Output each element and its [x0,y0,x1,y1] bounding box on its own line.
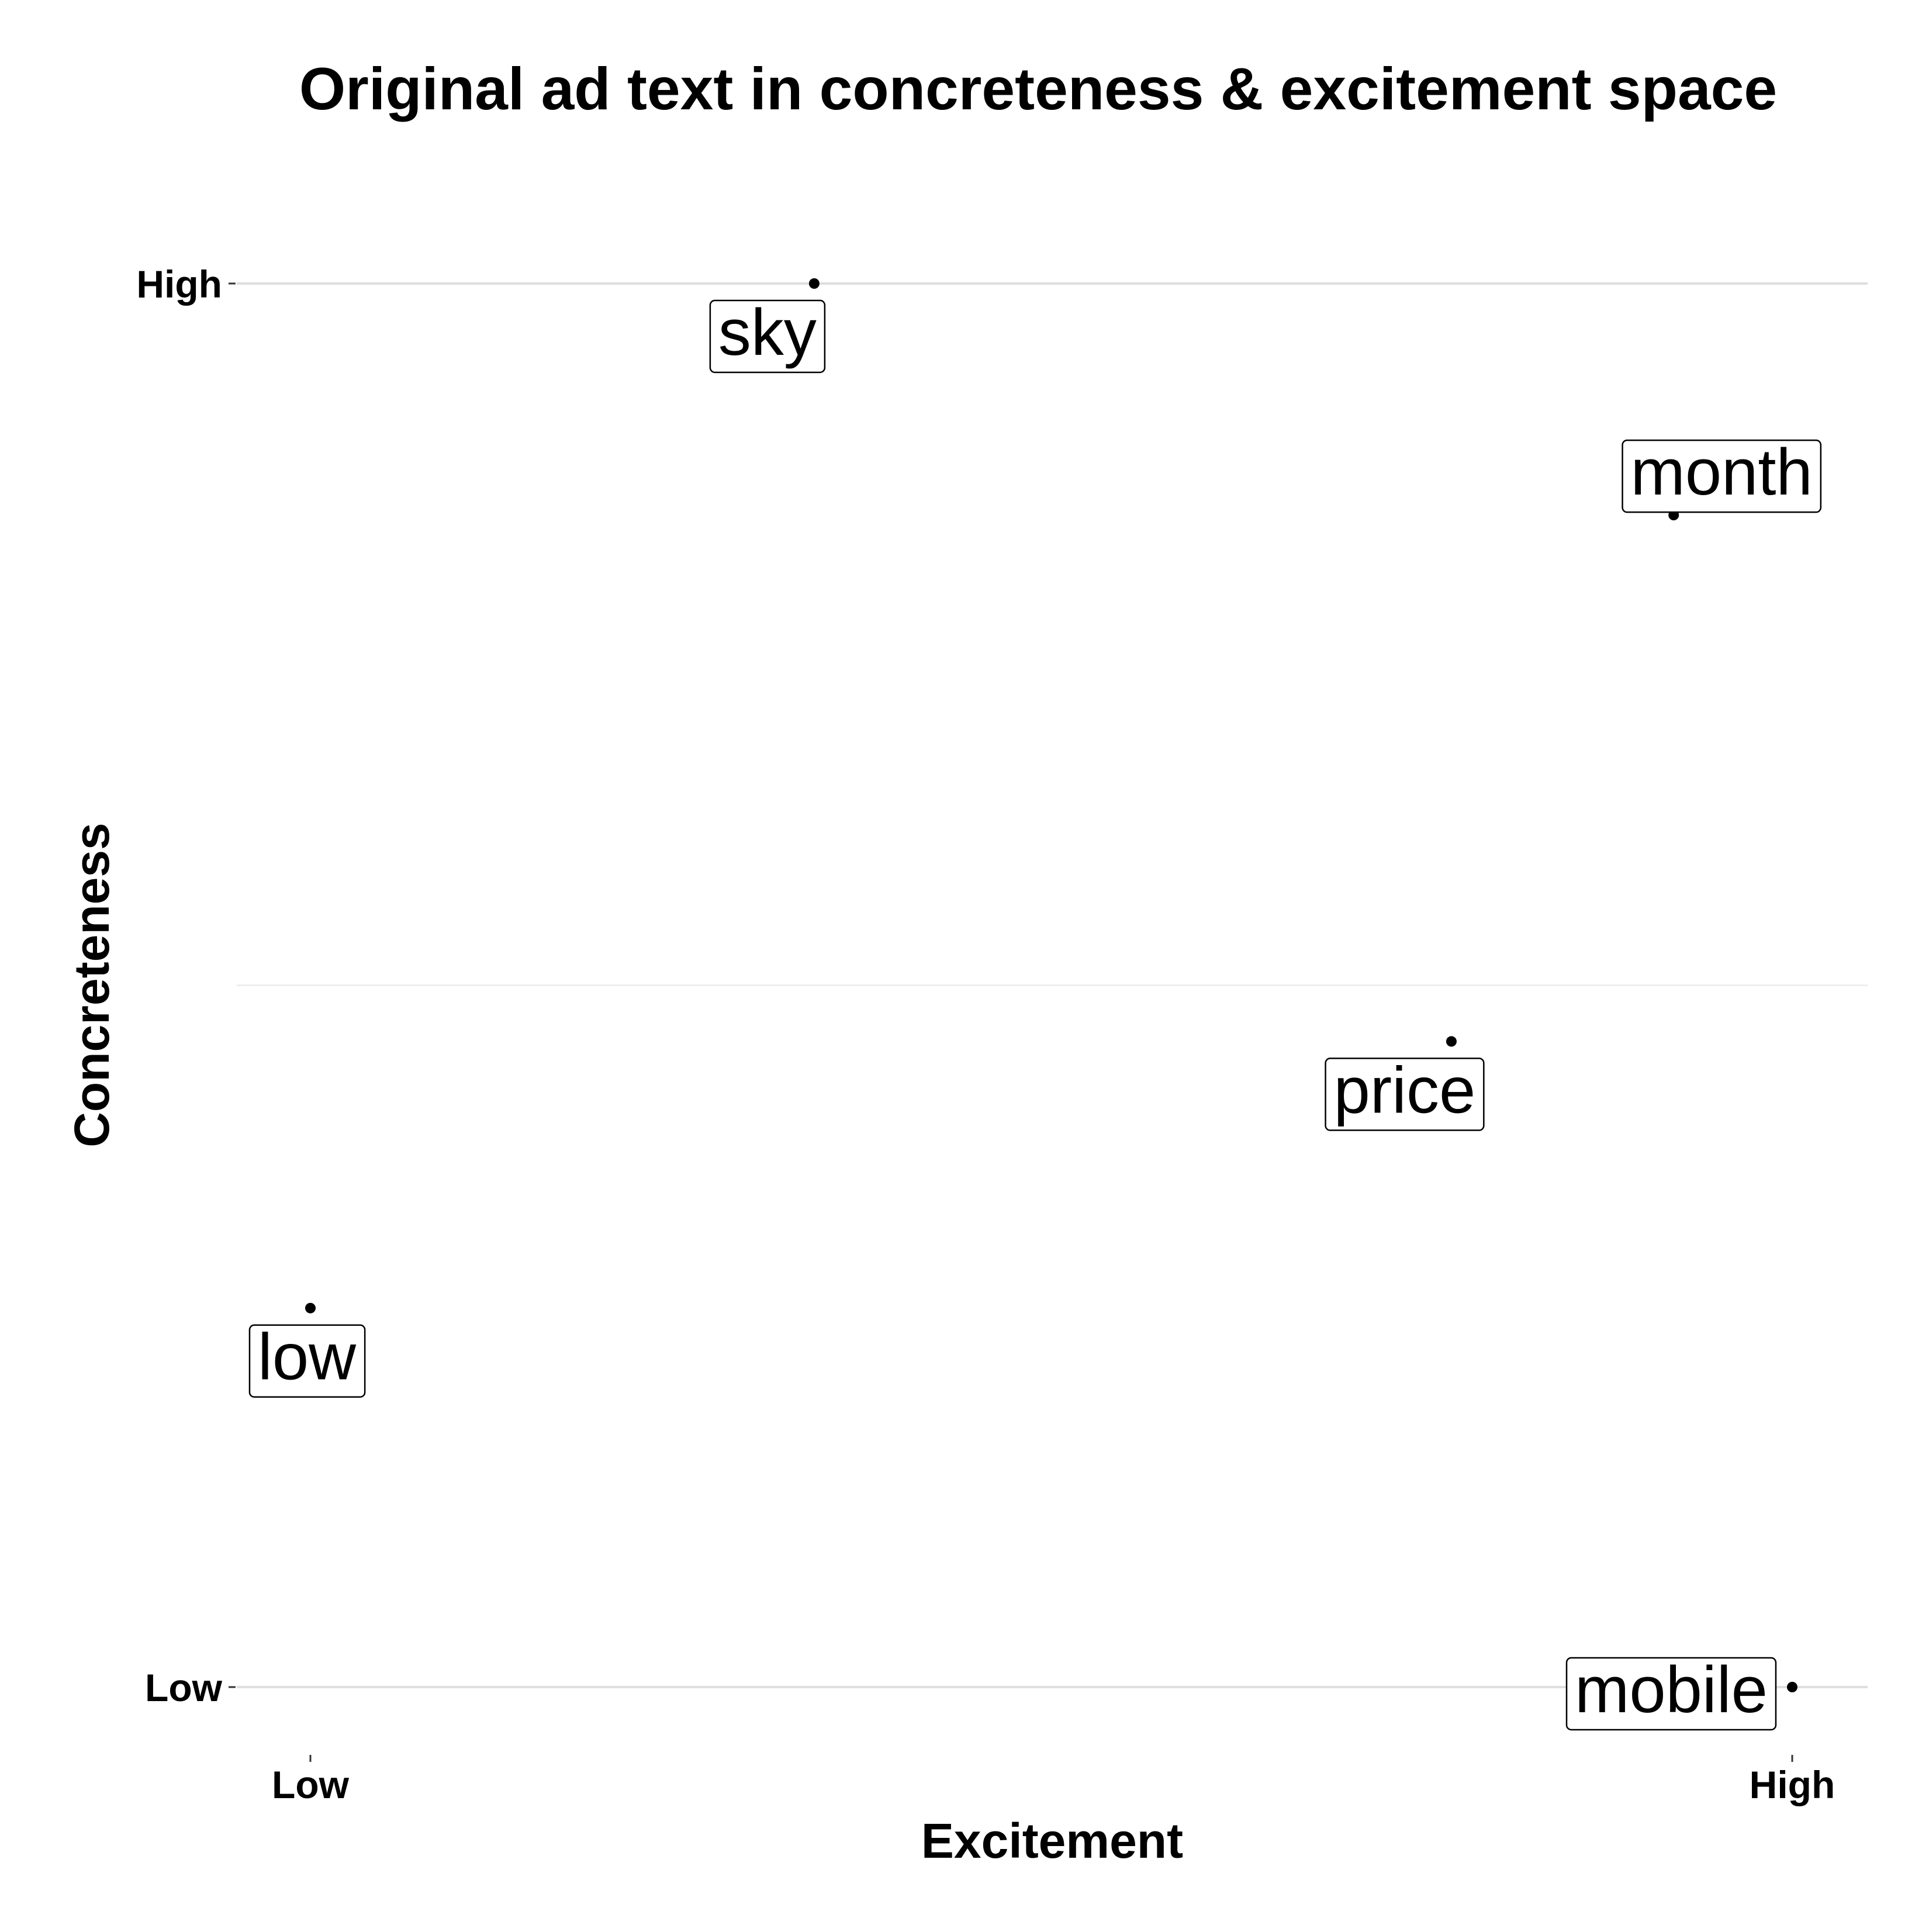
point-label-text: price [1334,1054,1476,1127]
point-label-box [1325,1057,1485,1131]
y-tick-label: Low [145,1666,223,1709]
point-label-sky: sky [709,296,826,374]
point-label-box [1565,1657,1777,1731]
point-label-low: low [248,1321,366,1398]
y-axis-title: Concreteness [64,822,119,1148]
chart-title: Original ad text in concreteness & excit… [299,56,1777,122]
point-label-box [248,1324,366,1398]
point-label-box [709,299,826,374]
point-label-box [1622,439,1822,513]
point-label-text: month [1631,436,1813,509]
scatter-point-low [305,1302,316,1314]
scatter-point-mobile [1787,1682,1797,1692]
point-labels: sky month price low mobile [248,296,1822,1731]
data-points [305,278,1797,1692]
point-label-mobile: mobile [1565,1653,1777,1731]
x-axis-title: Excitement [921,1813,1183,1868]
scatter-point-sky [808,278,820,289]
y-tick-label: High [136,262,222,306]
axes: Low High Low High [136,262,1835,1806]
point-label-text: sky [718,296,817,369]
scatter-point-price [1446,1036,1457,1047]
point-label-month: month [1622,436,1822,513]
x-tick-label: Low [272,1763,350,1806]
point-label-text: mobile [1575,1653,1768,1726]
point-label-price: price [1325,1054,1485,1131]
point-label-text: low [258,1321,357,1394]
x-tick-label: High [1750,1763,1835,1806]
